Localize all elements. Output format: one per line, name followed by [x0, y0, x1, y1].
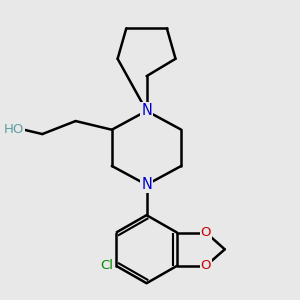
Text: O: O [201, 226, 211, 239]
Text: HO: HO [4, 123, 24, 136]
Text: N: N [141, 177, 152, 192]
Text: Cl: Cl [100, 259, 113, 272]
Text: O: O [201, 259, 211, 272]
Text: N: N [141, 103, 152, 118]
